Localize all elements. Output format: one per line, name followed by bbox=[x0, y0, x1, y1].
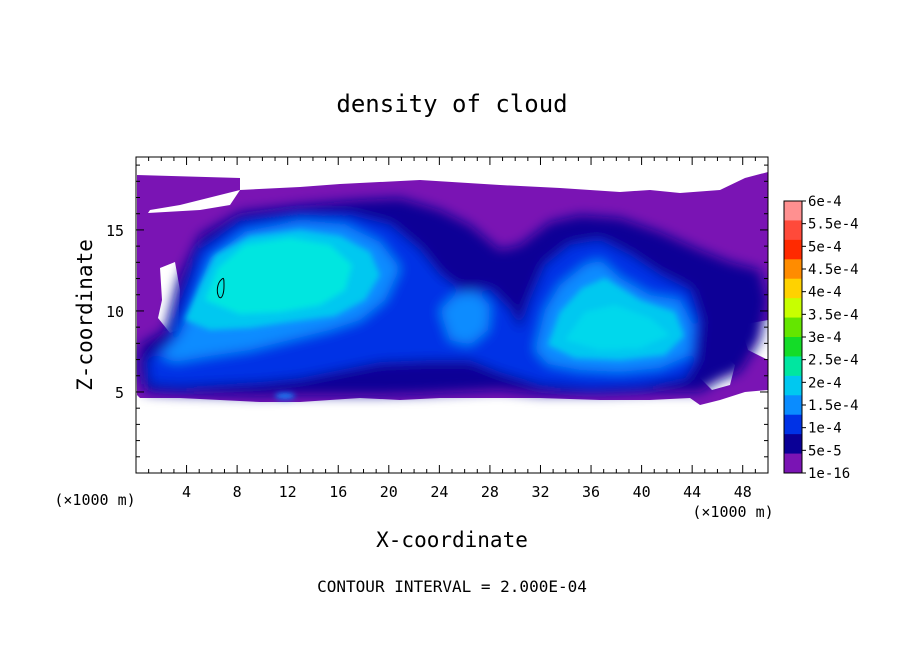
core-peak bbox=[205, 238, 352, 314]
colorbar-swatch bbox=[784, 201, 802, 221]
x-tick-label: 28 bbox=[481, 483, 499, 501]
colorbar-label: 5.5e-4 bbox=[808, 217, 859, 233]
x-tick-label: 20 bbox=[380, 483, 398, 501]
contour-loop bbox=[216, 277, 225, 299]
x-tick-label: 12 bbox=[279, 483, 297, 501]
colorbar-swatch bbox=[784, 337, 802, 357]
colorbar-label: 5e-4 bbox=[808, 239, 842, 255]
x-tick-label: 40 bbox=[633, 483, 651, 501]
colorbar: 6e-4 5.5e-4 5e-4 4.5e-4 4e-4 3.5e-4 3e-4 2.5e-4… bbox=[783, 194, 859, 482]
contour-interval-note: CONTOUR INTERVAL = 2.000E-04 bbox=[317, 577, 587, 596]
colorbar-label: 1.5e-4 bbox=[808, 398, 859, 414]
colorbar-swatch bbox=[784, 434, 802, 455]
colorbar-swatch bbox=[784, 317, 802, 338]
x-tick-label: 8 bbox=[233, 483, 242, 501]
colorbar-swatch bbox=[784, 220, 802, 241]
y-tick-label: 10 bbox=[106, 303, 124, 321]
colorbar-label: 6e-4 bbox=[808, 194, 842, 210]
x-axis: 4 8 12 16 20 24 28 32 36 40 44 48 bbox=[148, 157, 756, 501]
colorbar-label: 2e-4 bbox=[808, 375, 842, 391]
colorbar-swatch bbox=[784, 298, 802, 319]
y-axis: 5 10 15 bbox=[106, 164, 768, 458]
colorbar-swatch bbox=[784, 278, 802, 299]
x-tick-label: 16 bbox=[329, 483, 347, 501]
colorbar-swatch bbox=[784, 259, 802, 280]
chart-title: density of cloud bbox=[336, 90, 567, 118]
colorbar-label: 1e-16 bbox=[808, 466, 850, 482]
x-tick-label: 44 bbox=[683, 483, 701, 501]
y-axis-label: Z-coordinate bbox=[73, 239, 97, 391]
colorbar-label: 4.5e-4 bbox=[808, 262, 859, 278]
colorbar-label: 4e-4 bbox=[808, 285, 842, 301]
colorbar-swatch bbox=[784, 414, 802, 435]
colorbar-swatch bbox=[784, 239, 802, 260]
density-field bbox=[137, 172, 768, 405]
colorbar-swatch bbox=[784, 395, 802, 416]
colorbar-label: 2.5e-4 bbox=[808, 353, 859, 369]
colorbar-label: 3e-4 bbox=[808, 330, 842, 346]
colorbar-swatch bbox=[784, 453, 802, 474]
x-tick-label: 24 bbox=[430, 483, 448, 501]
colorbar-label: 1e-4 bbox=[808, 421, 842, 437]
x-tick-label: 36 bbox=[582, 483, 600, 501]
x-unit-left: (×1000 m) bbox=[54, 491, 135, 509]
colorbar-swatch bbox=[784, 375, 802, 396]
x-unit-right: (×1000 m) bbox=[692, 503, 773, 521]
colorbar-label: 5e-5 bbox=[808, 443, 842, 459]
x-tick-label: 48 bbox=[734, 483, 752, 501]
x-tick-label: 4 bbox=[182, 483, 191, 501]
y-tick-label: 5 bbox=[115, 384, 124, 402]
colorbar-swatch bbox=[784, 356, 802, 377]
colorbar-label: 3.5e-4 bbox=[808, 307, 859, 323]
y-tick-label: 15 bbox=[106, 222, 124, 240]
x-axis-label: X-coordinate bbox=[376, 528, 528, 552]
x-tick-label: 32 bbox=[531, 483, 549, 501]
